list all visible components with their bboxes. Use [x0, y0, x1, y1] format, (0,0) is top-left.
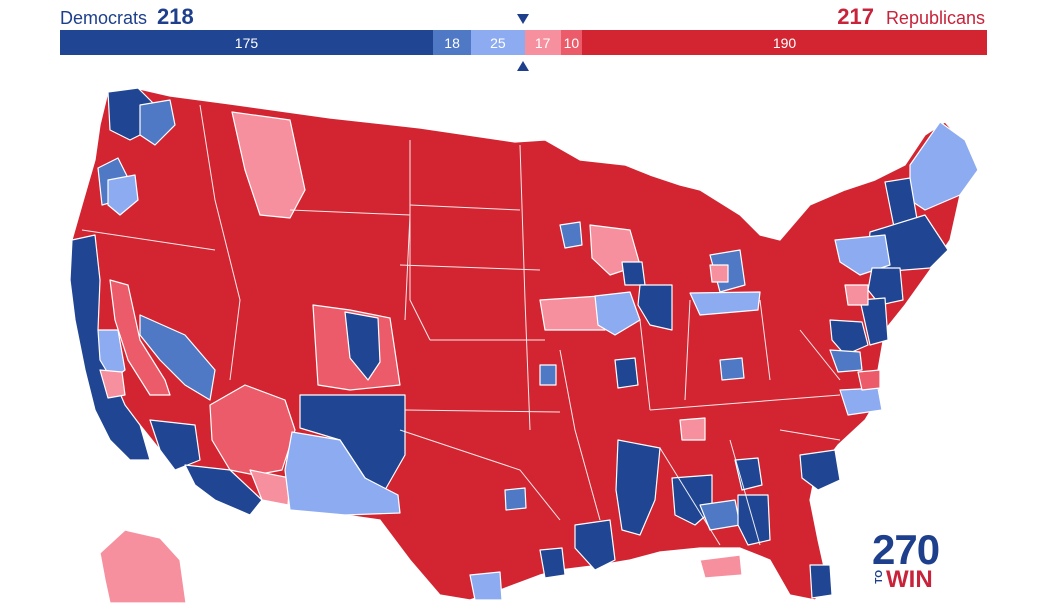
map-boundary-minnesota: [519, 144, 531, 431]
map-boundary-oregon-idaho: [81, 229, 216, 251]
map-boundary-ohio: [759, 299, 771, 381]
map-new-jersey: [859, 297, 889, 346]
map-boundary-tennessee: [649, 394, 841, 411]
map-virginia-coast: [839, 387, 883, 416]
map-texas-south: [469, 571, 503, 601]
map-chicago: [637, 284, 673, 331]
map-denver: [344, 311, 381, 381]
map-texas-houston: [539, 547, 566, 579]
map-florida-tampa: [809, 564, 833, 599]
republicans-total: 217 Republicans: [837, 4, 985, 30]
map-tucson-south: [184, 464, 263, 516]
logo-win: WIN: [886, 566, 933, 593]
map-new-york-city: [867, 267, 904, 306]
map-virginia-north: [829, 349, 863, 373]
map-boundary-carolinas: [779, 429, 841, 441]
map-st-louis: [614, 357, 639, 389]
map-tennessee-lean: [679, 417, 706, 441]
republicans-label: Republicans: [885, 8, 985, 28]
map-boundary-oklahoma: [404, 409, 561, 413]
bar-segment-likely-democrat[interactable]: 18: [432, 30, 472, 55]
map-milwaukee: [621, 261, 646, 286]
democrats-seat-count: 218: [157, 4, 194, 29]
bar-segment-lean-democrat[interactable]: 25: [471, 30, 525, 55]
map-kentucky-louisville: [719, 357, 745, 381]
map-montana-west: [231, 111, 306, 219]
map-boundary-texas: [399, 429, 561, 521]
map-pennsylvania-lean: [844, 284, 869, 306]
270towin-logo[interactable]: 270 TO WIN: [872, 526, 944, 593]
map-boundary-georgia: [729, 439, 761, 546]
map-illinois-lean-d: [594, 291, 641, 336]
map-florida-panhandle: [699, 554, 743, 579]
map-phoenix: [249, 469, 291, 506]
map-new-orleans: [574, 519, 616, 571]
map-boundary-west: [199, 104, 241, 381]
logo-to: TO: [874, 570, 885, 584]
map-virginia-lean-r: [857, 369, 881, 391]
bar-segment-lean-republican[interactable]: 17: [524, 30, 561, 55]
map-ohio-lean-d: [689, 291, 761, 316]
logo-number: 270: [872, 526, 940, 573]
map-boundary-gulf: [659, 447, 721, 546]
map-iowa-lean-r: [539, 295, 606, 331]
map-oregon-south: [107, 174, 139, 216]
map-texas-dallas: [504, 487, 527, 511]
map-california-coast: [69, 234, 151, 461]
map-michigan-lean-r: [709, 264, 729, 283]
map-alaska: [99, 529, 187, 603]
map-seattle-area: [139, 99, 176, 146]
seat-count-bar: 175 18 25 17 10 190: [60, 30, 987, 55]
map-california-lean-r: [99, 369, 126, 399]
map-arizona-east: [209, 384, 296, 476]
map-boundary-appalachia: [799, 329, 841, 381]
bar-segment-safe-democrat[interactable]: 175: [60, 30, 433, 55]
map-boundary-dakotas: [409, 204, 521, 211]
map-boundary-indiana: [684, 299, 691, 401]
map-south-carolina: [799, 449, 841, 491]
map-kansas-city: [539, 364, 557, 386]
bar-segment-safe-republican[interactable]: 190: [582, 30, 987, 55]
map-nevada: [139, 314, 216, 401]
map-california-likely-r: [109, 279, 171, 396]
democrats-label: Democrats: [60, 8, 148, 28]
majority-marker-bottom-icon: [517, 61, 529, 71]
map-maryland-dc: [829, 319, 869, 356]
map-new-mexico-south: [284, 431, 401, 516]
map-minnesota-metro: [559, 221, 583, 249]
map-maine: [909, 121, 979, 211]
map-boundary-north: [409, 140, 431, 341]
house-district-map[interactable]: [0, 76, 1039, 603]
map-boundary-illinois: [639, 319, 651, 411]
republicans-seat-count: 217: [837, 4, 874, 29]
democrats-total: Democrats 218: [60, 4, 194, 30]
map-boundary-mississippi: [559, 349, 601, 521]
map-boundary-nebraska: [399, 264, 541, 271]
majority-marker-top-icon: [517, 14, 529, 24]
bar-segment-likely-republican[interactable]: 10: [560, 30, 583, 55]
